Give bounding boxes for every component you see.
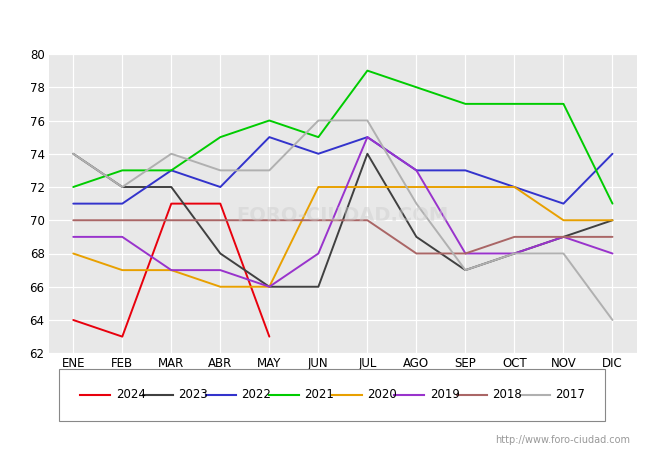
FancyBboxPatch shape: [58, 369, 604, 421]
Text: http://www.foro-ciudad.com: http://www.foro-ciudad.com: [495, 435, 630, 445]
Text: 2023: 2023: [179, 388, 209, 401]
Text: 2022: 2022: [241, 388, 271, 401]
Text: 2020: 2020: [367, 388, 396, 401]
Text: FORO-CIUDAD.COM: FORO-CIUDAD.COM: [237, 206, 449, 225]
Text: 2024: 2024: [116, 388, 146, 401]
Text: 2021: 2021: [304, 388, 334, 401]
Text: 2018: 2018: [493, 388, 523, 401]
Text: 2019: 2019: [430, 388, 460, 401]
Text: Afiliados en Cabrillas a 31/5/2024: Afiliados en Cabrillas a 31/5/2024: [173, 14, 477, 33]
Text: 2017: 2017: [555, 388, 585, 401]
